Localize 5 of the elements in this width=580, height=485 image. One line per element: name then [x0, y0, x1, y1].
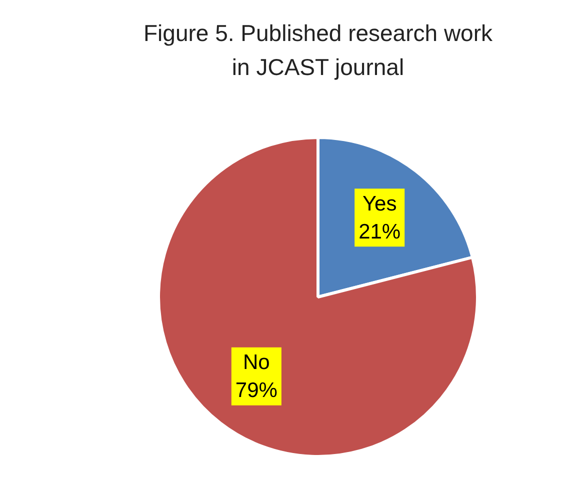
data-label: 79%	[235, 379, 278, 402]
chart-title: Figure 5. Published research work in JCAST journal	[142, 19, 494, 82]
data-label: 21%	[358, 220, 401, 244]
slice-label: Yes	[362, 192, 397, 216]
slice-label: No	[242, 351, 270, 374]
